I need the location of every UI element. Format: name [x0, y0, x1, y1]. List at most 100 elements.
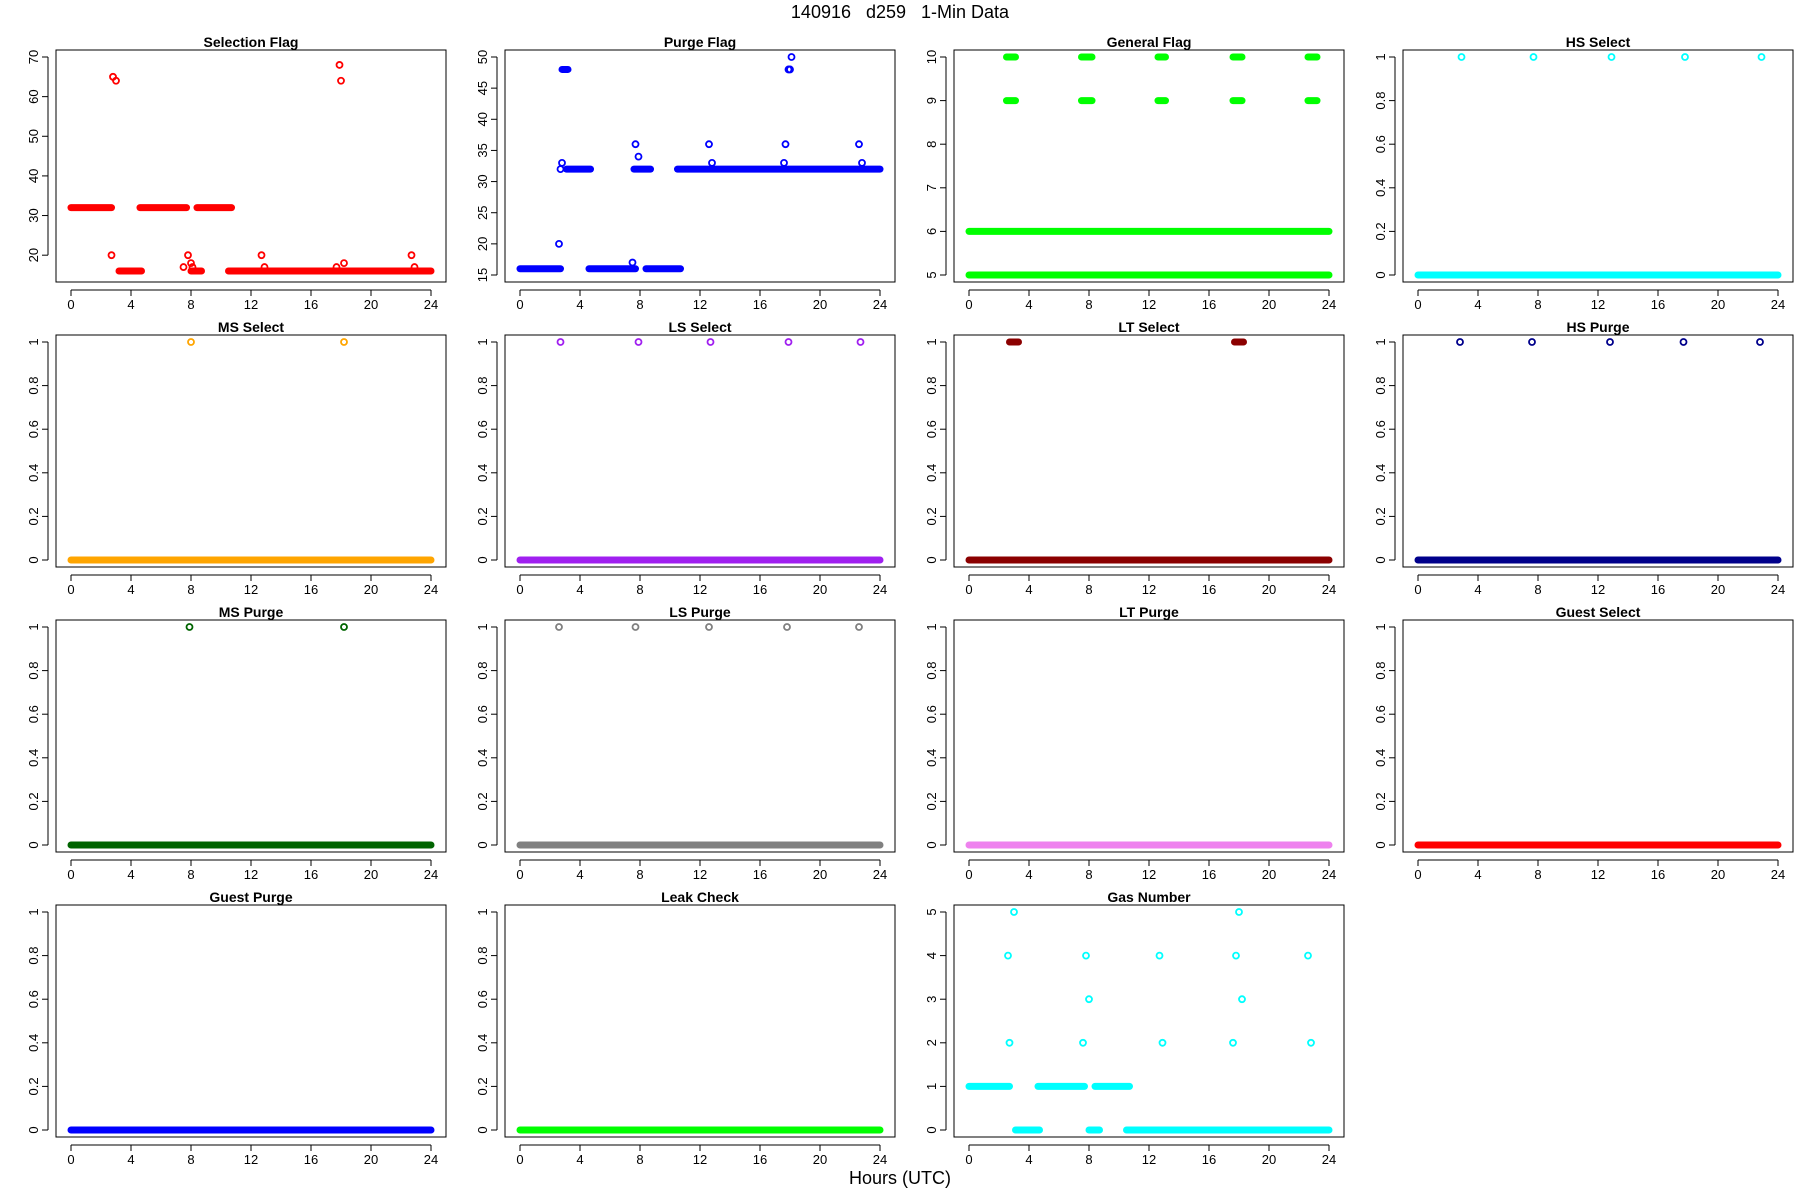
x-tick-label: 4	[1025, 582, 1032, 597]
x-tick-label: 0	[516, 1152, 523, 1167]
y-axis: 0 1 2 3 4 5	[924, 908, 947, 1134]
x-tick-label: 20	[813, 582, 827, 597]
x-tick-label: 12	[693, 582, 707, 597]
data-point	[855, 623, 863, 631]
x-tick-label: 16	[1202, 582, 1216, 597]
data-point	[705, 623, 713, 631]
x-tick-label: 0	[1414, 297, 1421, 312]
y-tick-label: 7	[924, 184, 939, 191]
x-tick-label: 0	[516, 297, 523, 312]
x-tick-label: 24	[873, 582, 887, 597]
y-tick-label: 0	[924, 841, 939, 848]
x-tick-label: 8	[636, 582, 643, 597]
y-tick-label: 0	[1373, 271, 1388, 278]
y-tick-label: 0.4	[1373, 179, 1388, 197]
plot-frame	[504, 904, 896, 1138]
panel: General Flag 0 4 8 12 16 20 24 5 6 7 8 9 10	[924, 34, 1345, 312]
data-point	[1304, 951, 1312, 960]
x-tick-label: 0	[67, 867, 74, 882]
x-axis: 0 4 8 12 16 20 24	[965, 1144, 1336, 1167]
x-tick-label: 24	[424, 582, 438, 597]
data-point	[1307, 1038, 1315, 1047]
x-tick-label: 12	[1591, 297, 1605, 312]
x-tick-label: 4	[1025, 297, 1032, 312]
y-tick-label: 0.8	[924, 662, 939, 680]
panel-title: LT Select	[1118, 319, 1180, 335]
data-point	[555, 239, 563, 248]
y-tick-label: 0.2	[1373, 507, 1388, 525]
data-point	[340, 623, 348, 631]
y-tick-label: 0.6	[1373, 135, 1388, 153]
data-point	[185, 623, 194, 631]
y-axis: 0 0.2 0.4 0.6 0.8 1	[1373, 623, 1396, 849]
y-tick-label: 70	[26, 50, 41, 64]
y-tick-label: 0.2	[1373, 792, 1388, 810]
panel-title: General Flag	[1107, 34, 1192, 50]
y-tick-label: 0.6	[26, 990, 41, 1008]
y-tick-label: 1	[475, 623, 490, 630]
data-point	[706, 338, 715, 346]
y-tick-label: 0.4	[26, 749, 41, 767]
x-tick-label: 4	[127, 1152, 134, 1167]
y-tick-label: 40	[475, 112, 490, 126]
y-tick-label: 0	[475, 556, 490, 563]
y-tick-label: 0	[1373, 841, 1388, 848]
panel-title: Gas Number	[1107, 889, 1191, 905]
x-axis: 0 4 8 12 16 20 24	[1414, 289, 1785, 312]
y-axis: 0 0.2 0.4 0.6 0.8 1	[1373, 53, 1396, 279]
x-tick-label: 20	[1262, 1152, 1276, 1167]
plot-frame	[953, 334, 1345, 568]
x-tick-label: 8	[636, 1152, 643, 1167]
panel: HS Select 0 4 8 12 16 20 24 0 0.2 0.4 0.6 0.8 1	[1373, 34, 1794, 312]
x-axis: 0 4 8 12 16 20 24	[1414, 574, 1785, 597]
y-tick-label: 0.2	[1373, 222, 1388, 240]
y-tick-label: 0	[26, 556, 41, 563]
x-axis: 0 4 8 12 16 20 24	[965, 859, 1336, 882]
y-tick-label: 1	[475, 338, 490, 345]
y-axis: 0 0.2 0.4 0.6 0.8 1	[1373, 338, 1396, 564]
x-tick-label: 16	[1651, 297, 1665, 312]
panel: Selection Flag 0 4 8 12 16 20 24 20 30 40 50 60 70	[26, 34, 447, 312]
x-tick-label: 16	[304, 297, 318, 312]
plot-frame	[55, 619, 447, 853]
y-axis: 0 0.2 0.4 0.6 0.8 1	[26, 908, 49, 1134]
y-tick-label: 50	[475, 50, 490, 64]
x-tick-label: 16	[753, 297, 767, 312]
panel-title: Guest Select	[1556, 604, 1641, 620]
y-tick-label: 4	[924, 952, 939, 959]
y-tick-label: 1	[1373, 338, 1388, 345]
data-point	[340, 259, 348, 268]
data-point	[1457, 53, 1466, 61]
y-tick-label: 0.4	[1373, 464, 1388, 482]
panel: LS Purge 0 4 8 12 16 20 24 0 0.2 0.4 0.6 0.8 1	[475, 604, 896, 882]
data-point	[1238, 995, 1246, 1004]
y-tick-label: 5	[924, 271, 939, 278]
x-tick-label: 16	[1202, 1152, 1216, 1167]
y-tick-label: 0.4	[1373, 749, 1388, 767]
data-point	[1528, 338, 1536, 346]
x-axis: 0 4 8 12 16 20 24	[516, 1144, 887, 1167]
x-tick-label: 12	[244, 1152, 258, 1167]
x-tick-label: 20	[364, 582, 378, 597]
y-tick-label: 1	[924, 623, 939, 630]
y-tick-label: 45	[475, 81, 490, 95]
x-tick-label: 0	[516, 582, 523, 597]
y-tick-label: 20	[26, 248, 41, 262]
x-tick-label: 12	[244, 297, 258, 312]
x-tick-label: 16	[753, 867, 767, 882]
panel-title: Leak Check	[661, 889, 739, 905]
x-axis: 0 4 8 12 16 20 24	[67, 859, 438, 882]
x-tick-label: 16	[1651, 582, 1665, 597]
data-point	[631, 623, 640, 631]
data-point	[708, 158, 716, 167]
x-tick-label: 12	[1591, 582, 1605, 597]
x-tick-label: 24	[1771, 297, 1785, 312]
x-tick-label: 8	[187, 297, 194, 312]
y-tick-label: 0.6	[1373, 420, 1388, 438]
data-point	[1010, 908, 1018, 916]
y-axis: 20 30 40 50 60 70	[26, 50, 49, 262]
data-layer	[516, 53, 884, 273]
x-axis: 0 4 8 12 16 20 24	[67, 1144, 438, 1167]
